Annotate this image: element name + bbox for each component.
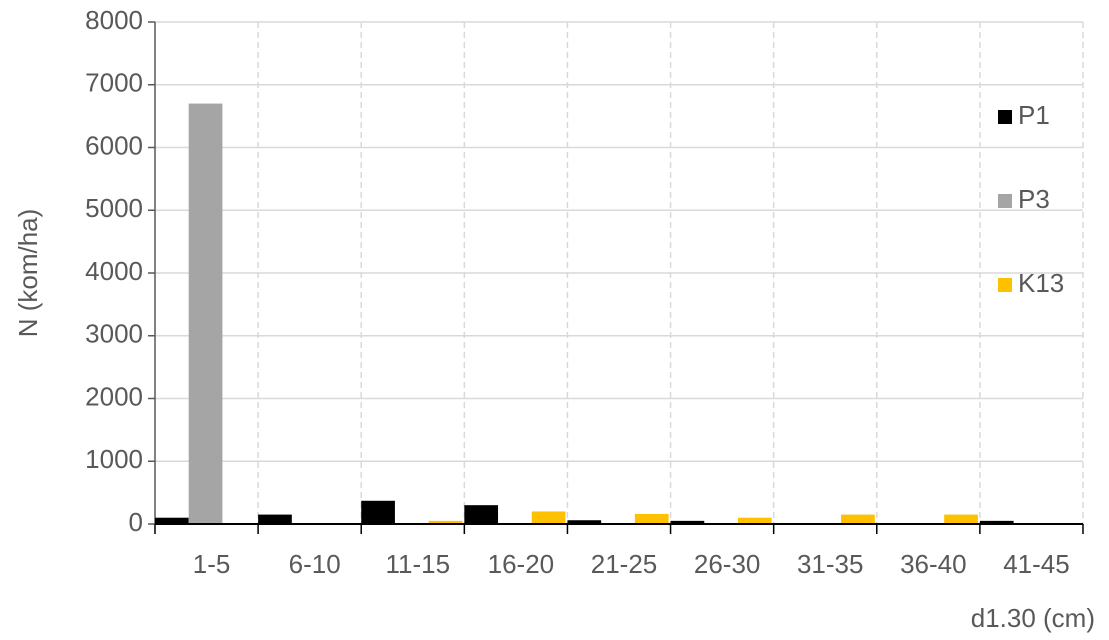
legend-swatch <box>998 110 1012 124</box>
y-tick-label: 3000 <box>85 319 143 349</box>
bar <box>944 514 978 524</box>
y-tick-label: 4000 <box>85 256 143 286</box>
bar <box>464 505 499 524</box>
x-tick-label: 11-15 <box>385 549 450 579</box>
x-tick-label: 26-30 <box>694 549 761 579</box>
y-tick-label: 8000 <box>85 5 143 35</box>
y-tick-label: 2000 <box>85 381 143 411</box>
legend-label: P1 <box>1018 100 1050 130</box>
x-tick-label: 21-25 <box>591 549 658 579</box>
bar <box>841 514 875 524</box>
y-tick-label: 7000 <box>85 68 143 98</box>
y-tick-label: 6000 <box>85 130 143 160</box>
bar <box>428 520 463 524</box>
y-tick-label: 5000 <box>85 193 143 223</box>
y-tick-label: 1000 <box>85 444 143 474</box>
bar <box>634 513 669 524</box>
legend-label: P3 <box>1018 184 1050 214</box>
legend-swatch <box>998 278 1012 292</box>
legend-swatch <box>998 194 1012 208</box>
x-tick-label: 36-40 <box>900 549 967 579</box>
x-tick-label: 41-45 <box>1003 549 1070 579</box>
bar <box>670 520 705 524</box>
x-tick-label: 1-5 <box>193 549 231 579</box>
bar <box>531 511 566 524</box>
bar <box>188 103 223 524</box>
bar <box>361 500 395 524</box>
bar <box>567 520 602 524</box>
x-tick-label: 16-20 <box>488 549 555 579</box>
x-tick-label: 6-10 <box>289 549 341 579</box>
bar <box>258 514 292 524</box>
x-tick-label: 31-35 <box>797 549 864 579</box>
bar <box>737 517 772 524</box>
x-axis-title: d1.30 (cm) <box>971 603 1095 633</box>
y-axis-title: N (kom/ha) <box>13 209 43 338</box>
legend-label: K13 <box>1018 268 1064 298</box>
bar <box>155 517 189 524</box>
y-tick-label: 0 <box>129 507 143 537</box>
bar <box>979 520 1014 524</box>
